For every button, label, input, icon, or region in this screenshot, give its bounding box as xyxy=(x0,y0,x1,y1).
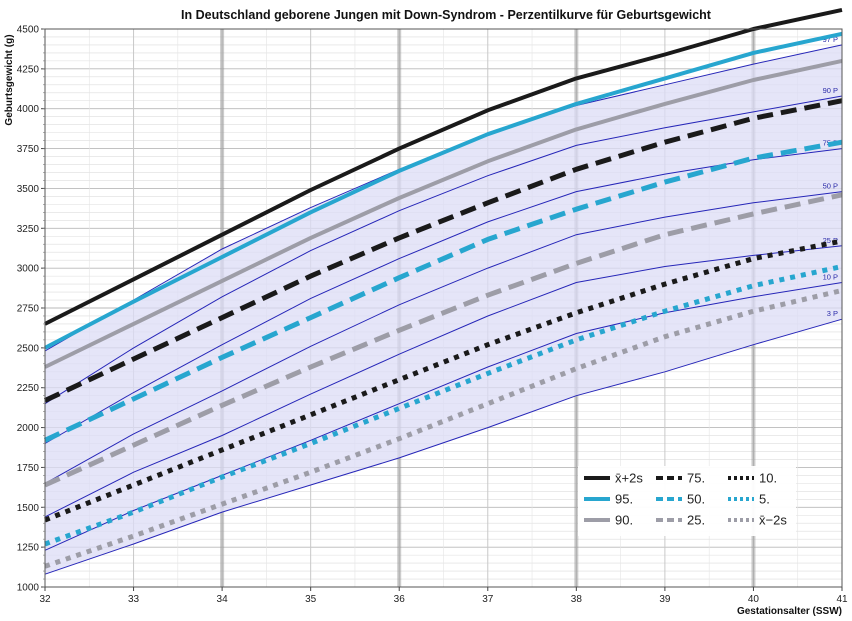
x-tick-label: 32 xyxy=(39,594,51,605)
chart-title: In Deutschland geborene Jungen mit Down-… xyxy=(181,8,712,22)
series-line xyxy=(43,192,843,488)
percentile-band xyxy=(45,44,842,575)
y-tick-label: 4250 xyxy=(17,64,40,75)
reference-line xyxy=(44,318,843,575)
x-axis-title: Gestationsalter (SSW) xyxy=(737,606,842,617)
reference-line-label: 3 P xyxy=(827,309,838,318)
legend-label: 50. xyxy=(687,492,705,507)
reference-lines: 97 P90 P75 P50 P25 P10 P3 P xyxy=(44,35,843,575)
legend-label: 75. xyxy=(687,471,705,486)
series-line xyxy=(43,139,843,443)
reference-line xyxy=(44,148,843,444)
y-tick-label: 3500 xyxy=(17,184,40,195)
legend-label: x̄+2s xyxy=(615,471,643,486)
y-tick-label: 2000 xyxy=(17,423,40,434)
legend-label: x̄−2s xyxy=(759,513,787,528)
legend-label: 5. xyxy=(759,492,770,507)
x-tick-label: 40 xyxy=(748,594,760,605)
legend-box xyxy=(578,466,796,536)
y-tick-label: 1500 xyxy=(17,503,40,514)
x-tick-label: 36 xyxy=(394,594,406,605)
series-line xyxy=(44,7,843,326)
series-line xyxy=(44,288,843,569)
y-tick-label: 4000 xyxy=(17,104,40,115)
legend-label: 10. xyxy=(759,471,777,486)
y-tick-label: 2250 xyxy=(17,383,40,394)
y-tick-label: 3750 xyxy=(17,144,40,155)
y-tick-label: 2500 xyxy=(17,343,40,354)
legend-label: 95. xyxy=(615,492,633,507)
x-tick-label: 34 xyxy=(217,594,229,605)
y-tick-label: 2750 xyxy=(17,304,40,315)
y-axis-title: Geburtsgewicht (g) xyxy=(4,34,15,125)
x-tick-label: 41 xyxy=(836,594,848,605)
reference-line-label: 97 P xyxy=(823,35,838,44)
reference-line xyxy=(44,95,843,405)
series-line xyxy=(44,264,843,547)
reference-line-label: 90 P xyxy=(823,86,838,95)
x-tick-label: 37 xyxy=(482,594,494,605)
reference-line-label: 10 P xyxy=(823,272,838,281)
series-line xyxy=(44,58,843,369)
y-tick-label: 4500 xyxy=(17,25,40,36)
series-line xyxy=(44,31,843,350)
x-tick-label: 35 xyxy=(305,594,317,605)
y-tick-label: 1750 xyxy=(17,463,40,474)
series-lines xyxy=(43,7,843,569)
x-tick-label: 39 xyxy=(659,594,671,605)
reference-line xyxy=(44,282,843,551)
legend-label: 90. xyxy=(615,513,633,528)
y-tick-label: 1250 xyxy=(17,543,40,554)
percentile-band-fill xyxy=(45,44,842,575)
reference-line-label: 25 P xyxy=(823,236,838,245)
legend: x̄+2s 95. 90. 75. 50. 25. 10. 5. x̄−2s xyxy=(578,466,796,536)
reference-line xyxy=(44,191,843,484)
y-tick-label: 1000 xyxy=(17,583,40,594)
axes: 1000125015001750200022502500275030003250… xyxy=(17,25,848,606)
x-tick-label: 38 xyxy=(571,594,583,605)
legend-label: 25. xyxy=(687,513,705,528)
x-tick-label: 33 xyxy=(128,594,140,605)
y-tick-label: 3000 xyxy=(17,264,40,275)
reference-line xyxy=(44,245,843,518)
reference-line-label: 50 P xyxy=(823,182,838,191)
series-line xyxy=(43,98,843,403)
y-tick-label: 3250 xyxy=(17,224,40,235)
